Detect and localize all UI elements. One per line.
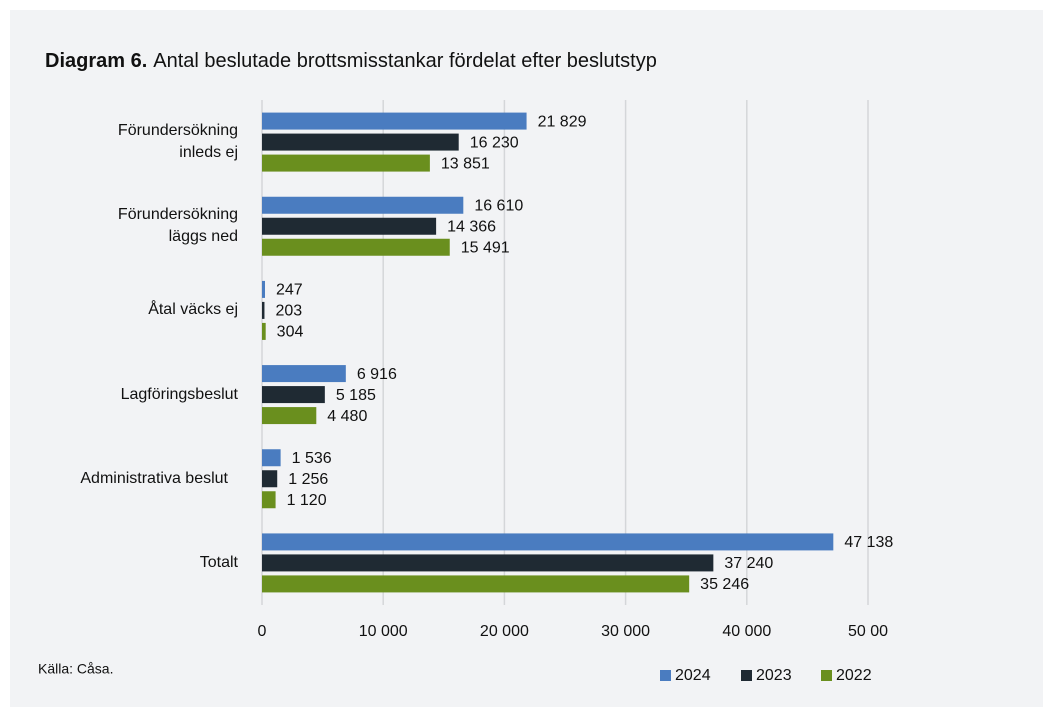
category-label: Administrativa beslut: [80, 469, 228, 487]
title-text: Antal beslutade brottsmisstankar fördela…: [153, 50, 657, 72]
bar: [262, 112, 527, 130]
bar: [262, 386, 325, 404]
bar: [262, 133, 459, 151]
x-tick-label: 0: [258, 623, 267, 640]
category-label: Förundersökning läggs ned: [117, 206, 238, 246]
x-tick-label: 30 000: [601, 623, 650, 640]
data-label: 4 480: [327, 408, 367, 425]
bar: [262, 238, 450, 256]
bar: [262, 301, 265, 319]
data-label: 16 230: [470, 134, 519, 151]
bar: [262, 449, 281, 467]
source: Källa: Cåsa.: [38, 661, 113, 677]
data-label: 37 240: [724, 555, 773, 572]
bar: [262, 407, 317, 425]
data-label: 47 138: [844, 534, 893, 551]
bar: [262, 196, 464, 214]
x-tick-label: 50 00: [848, 623, 888, 640]
legend-label: 2023: [756, 667, 792, 684]
data-label: 35 246: [700, 576, 749, 593]
data-label: 203: [275, 303, 302, 320]
data-label: 16 610: [474, 197, 523, 214]
data-label: 6 916: [357, 366, 397, 383]
chart-title: Diagram 6. Antal beslutade brottsmisstank…: [45, 50, 657, 72]
category-label: Totalt: [199, 553, 238, 571]
data-label: 304: [277, 324, 304, 341]
bar: [262, 280, 265, 298]
legend-label: 2024: [675, 667, 711, 684]
category-label: Åtal väcks ej: [148, 301, 238, 319]
x-tick-label: 20 000: [480, 623, 529, 640]
bar: [262, 322, 266, 340]
bar: [262, 491, 276, 509]
bar: [262, 217, 437, 235]
bar: [262, 365, 346, 383]
bar: [262, 470, 278, 488]
data-label: 247: [276, 282, 303, 299]
bar: [262, 154, 430, 172]
data-label: 5 185: [336, 387, 376, 404]
category-label: Förundersökning inleds ej: [117, 122, 238, 162]
data-label: 1 120: [287, 492, 327, 509]
legend-label: 2022: [836, 667, 872, 684]
title-label: Diagram 6.: [45, 50, 147, 72]
data-label: 13 851: [441, 155, 490, 172]
category-label: Lagföringsbeslut: [120, 385, 238, 403]
data-label: 1 256: [288, 471, 328, 488]
x-tick-label: 10 000: [359, 623, 408, 640]
data-label: 1 536: [292, 450, 332, 467]
bar: [262, 554, 714, 572]
data-label: 14 366: [447, 218, 496, 235]
legend-swatch: [821, 670, 832, 681]
x-tick-label: 40 000: [722, 623, 771, 640]
bar: [262, 575, 690, 593]
legend-swatch: [741, 670, 752, 681]
data-label: 15 491: [461, 239, 510, 256]
legend-swatch: [660, 670, 671, 681]
bar: [262, 533, 834, 551]
data-label: 21 829: [538, 113, 587, 130]
